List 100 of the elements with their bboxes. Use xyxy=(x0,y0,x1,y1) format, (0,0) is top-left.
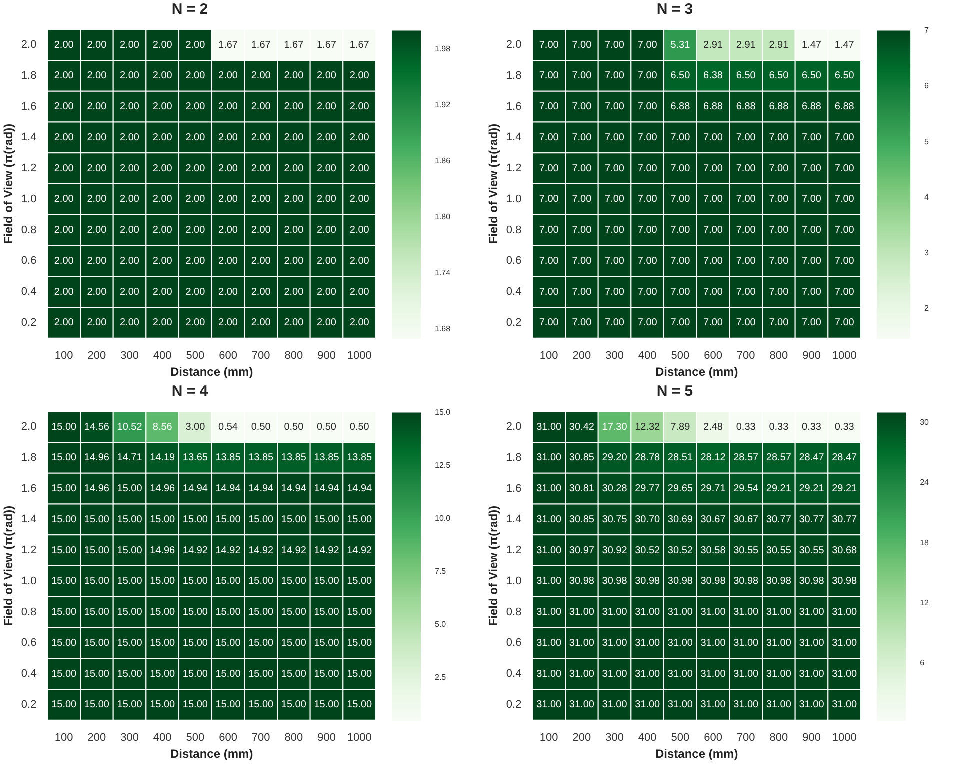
data-label: 2.00 xyxy=(186,132,206,144)
data-label: 2.00 xyxy=(350,132,370,144)
data-label: 2.00 xyxy=(152,256,173,267)
x-tick-label: 800 xyxy=(284,732,304,744)
y-tick-label: 0.4 xyxy=(506,668,522,680)
data-label: 15.00 xyxy=(347,514,373,526)
data-label: 31.00 xyxy=(734,700,760,711)
data-label: 2.00 xyxy=(87,256,108,267)
data-label: 0.50 xyxy=(317,422,337,433)
data-label: 0.50 xyxy=(251,422,272,433)
data-label: 2.00 xyxy=(152,163,173,174)
data-label: 15.00 xyxy=(314,638,340,649)
x-tick-label: 300 xyxy=(120,350,139,362)
data-label: 7.00 xyxy=(605,102,625,113)
data-label: 7.00 xyxy=(802,132,822,144)
data-label: 7.00 xyxy=(802,318,822,329)
data-label: 31.00 xyxy=(734,668,760,680)
data-label: 7.00 xyxy=(769,225,790,236)
data-label: 15.00 xyxy=(84,668,110,680)
data-label: 2.00 xyxy=(54,225,74,236)
x-tick-label: 500 xyxy=(671,732,690,744)
y-tick-label: 1.2 xyxy=(21,162,37,175)
color-bar-label: 4 xyxy=(924,192,930,202)
data-label: 7.00 xyxy=(638,163,658,174)
data-label: 2.00 xyxy=(87,132,108,144)
data-label: 30.98 xyxy=(569,576,595,588)
y-tick-label: 0.8 xyxy=(506,606,522,618)
data-label: 14.56 xyxy=(84,422,110,433)
y-tick-label: 1.0 xyxy=(21,193,37,206)
data-label: 14.92 xyxy=(314,545,340,556)
data-label: 10.52 xyxy=(117,422,143,433)
data-label: 7.00 xyxy=(834,225,855,236)
data-label: 15.00 xyxy=(52,514,78,526)
data-label: 2.00 xyxy=(218,318,238,329)
color-bar-label: 1.80 xyxy=(435,212,452,222)
data-label: 15.00 xyxy=(117,576,143,588)
data-label: 6.50 xyxy=(834,70,855,82)
chart-title: N = 5 xyxy=(656,382,694,402)
data-label: 30.77 xyxy=(766,514,792,526)
data-label: 15.00 xyxy=(150,576,176,588)
data-label: 15.00 xyxy=(281,668,307,680)
data-label: 14.94 xyxy=(281,484,307,495)
data-label: 15.00 xyxy=(182,668,208,680)
data-label: 31.00 xyxy=(668,700,694,711)
data-label: 13.85 xyxy=(281,452,307,464)
data-label: 31.00 xyxy=(536,576,562,588)
color-bar-label: 7.5 xyxy=(435,567,447,576)
data-label: 7.00 xyxy=(638,194,658,206)
color-bar-label: 1.98 xyxy=(435,44,452,54)
data-label: 2.00 xyxy=(120,286,140,298)
color-bar-label: 24 xyxy=(920,478,930,488)
data-label: 2.91 xyxy=(769,40,790,51)
data-label: 7.00 xyxy=(670,132,691,144)
data-label: 2.00 xyxy=(152,318,173,329)
data-label: 31.00 xyxy=(569,700,595,711)
y-tick-label: 1.2 xyxy=(21,544,37,557)
data-label: 7.00 xyxy=(539,194,560,206)
data-label: 2.00 xyxy=(284,163,304,174)
y-tick-label: 0.6 xyxy=(21,637,37,650)
x-tick-label: 1000 xyxy=(347,732,372,744)
data-label: 2.00 xyxy=(350,102,370,113)
x-tick-label: 600 xyxy=(219,732,238,744)
data-label: 15.00 xyxy=(281,638,307,649)
data-label: 15.00 xyxy=(84,700,110,711)
y-tick-label: 0.8 xyxy=(21,224,37,236)
y-tick-label: 1.4 xyxy=(21,132,37,144)
data-label: 2.00 xyxy=(251,256,272,267)
data-label: 7.00 xyxy=(802,194,822,206)
data-label: 7.00 xyxy=(539,286,560,298)
data-label: 15.00 xyxy=(248,700,274,711)
data-label: 15.00 xyxy=(84,607,110,618)
data-label: 15.00 xyxy=(117,668,143,680)
y-tick-label: 1.8 xyxy=(21,452,37,464)
data-label: 2.00 xyxy=(120,102,140,113)
data-label: 31.00 xyxy=(569,607,595,618)
data-label: 30.98 xyxy=(668,576,694,588)
data-label: 15.00 xyxy=(117,638,143,649)
data-label: 31.00 xyxy=(799,700,825,711)
data-label: 2.00 xyxy=(350,70,370,82)
x-tick-label: 1000 xyxy=(832,350,857,362)
data-label: 31.00 xyxy=(734,638,760,649)
data-label: 15.00 xyxy=(150,700,176,711)
data-label: 15.00 xyxy=(248,514,274,526)
y-axis-title: Field of View (π(rad)) xyxy=(2,124,16,244)
data-label: 14.94 xyxy=(314,484,340,495)
data-label: 15.00 xyxy=(248,607,274,618)
data-label: 29.77 xyxy=(635,484,661,495)
data-label: 30.98 xyxy=(700,576,726,588)
data-label: 7.00 xyxy=(638,70,658,82)
y-tick-label: 0.4 xyxy=(506,286,522,298)
data-label: 7.00 xyxy=(670,256,691,267)
data-label: 15.00 xyxy=(281,514,307,526)
data-label: 7.00 xyxy=(769,132,790,144)
data-label: 2.00 xyxy=(152,194,173,206)
data-label: 1.67 xyxy=(317,40,337,51)
y-tick-label: 0.4 xyxy=(21,286,37,298)
data-label: 2.00 xyxy=(120,194,140,206)
data-label: 14.96 xyxy=(84,452,110,464)
x-tick-label: 100 xyxy=(54,350,74,362)
data-label: 31.00 xyxy=(602,668,628,680)
